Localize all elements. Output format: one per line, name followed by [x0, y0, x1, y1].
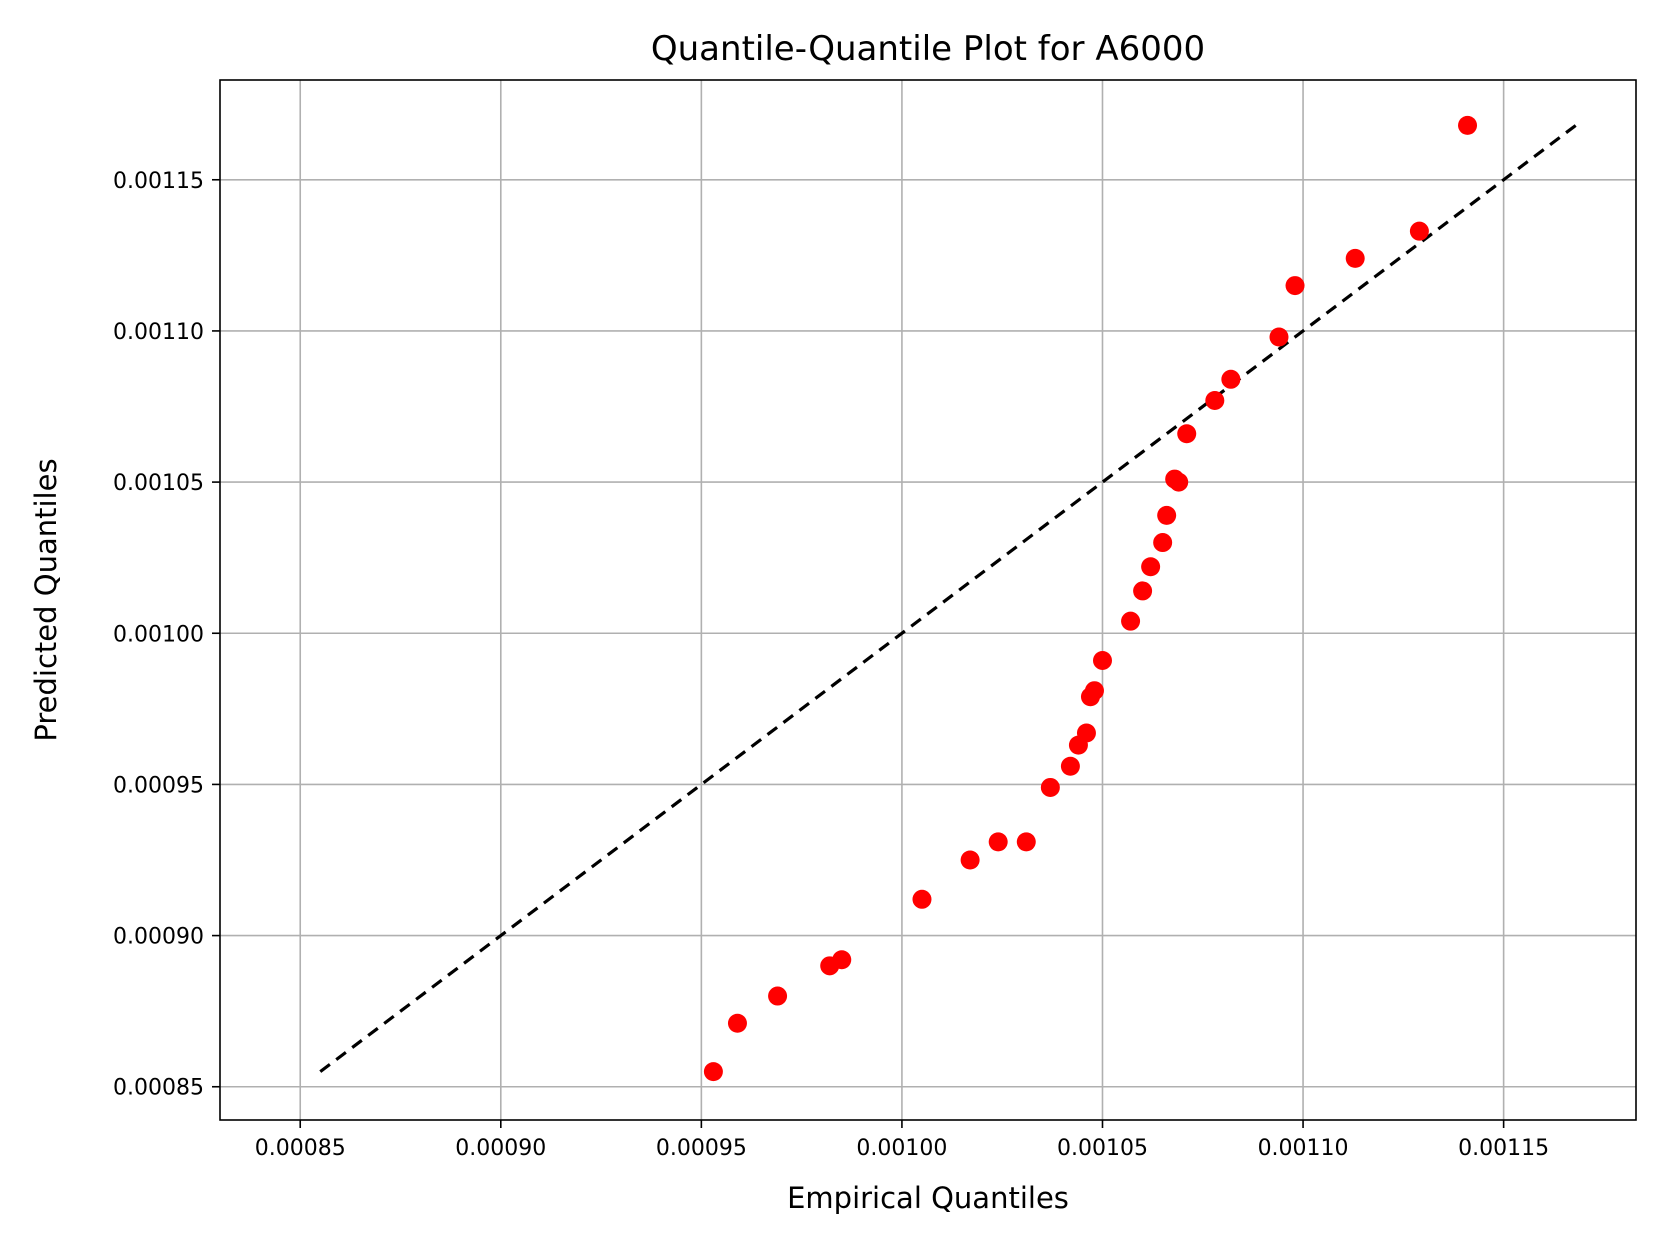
y-tick-label: 0.00095 — [113, 773, 204, 798]
reference-line — [319, 124, 1577, 1073]
data-point — [1157, 505, 1177, 525]
y-tick-label: 0.00110 — [113, 320, 204, 345]
data-point — [1084, 681, 1104, 701]
data-point — [703, 1062, 723, 1082]
data-point — [1121, 611, 1141, 631]
chart-title: Quantile-Quantile Plot for A6000 — [651, 29, 1205, 69]
y-tick-label: 0.00100 — [113, 622, 204, 647]
data-point — [1205, 390, 1225, 410]
plot-area-frame — [219, 79, 1637, 1121]
y-axis-title: Predicted Quantiles — [29, 458, 63, 741]
x-axis-ticks: 0.00085 0.00090 0.00095 0.00100 0.00105 0.001… — [255, 1120, 1549, 1161]
y-tick-label: 0.00090 — [113, 925, 204, 950]
data-point — [1153, 533, 1173, 553]
data-point — [1016, 832, 1036, 852]
data-point — [1076, 723, 1096, 743]
data-point — [1269, 327, 1289, 347]
x-tick-label: 0.00095 — [656, 1136, 747, 1161]
data-point — [960, 850, 980, 870]
x-tick-label: 0.00110 — [1258, 1136, 1349, 1161]
data-point — [912, 889, 932, 909]
data-point — [1060, 756, 1080, 776]
data-point — [1133, 581, 1153, 601]
data-point — [1092, 650, 1112, 670]
data-point — [1141, 557, 1161, 577]
data-points — [703, 115, 1478, 1082]
data-point — [1285, 276, 1305, 296]
x-axis-title: Empirical Quantiles — [787, 1181, 1069, 1215]
reference-line-group — [319, 124, 1577, 1073]
data-point — [1409, 221, 1429, 241]
data-point — [1169, 472, 1189, 492]
grid — [220, 80, 1636, 1120]
data-point — [1040, 777, 1060, 797]
y-axis-ticks: 0.00085 0.00090 0.00095 0.00100 0.00105 0.001… — [113, 169, 220, 1101]
data-point — [1221, 369, 1241, 389]
x-tick-label: 0.00115 — [1458, 1136, 1549, 1161]
data-point — [988, 832, 1008, 852]
data-point — [832, 950, 852, 970]
data-point — [1177, 424, 1197, 444]
data-point — [727, 1013, 747, 1033]
data-point — [1458, 115, 1478, 135]
data-point — [768, 986, 788, 1006]
y-tick-label: 0.00115 — [113, 169, 204, 194]
data-point — [1345, 248, 1365, 268]
x-tick-label: 0.00090 — [455, 1136, 546, 1161]
x-tick-label: 0.00100 — [856, 1136, 947, 1161]
x-tick-label: 0.00085 — [255, 1136, 346, 1161]
y-tick-label: 0.00105 — [113, 471, 204, 496]
y-tick-label: 0.00085 — [113, 1076, 204, 1101]
x-tick-label: 0.00105 — [1057, 1136, 1148, 1161]
